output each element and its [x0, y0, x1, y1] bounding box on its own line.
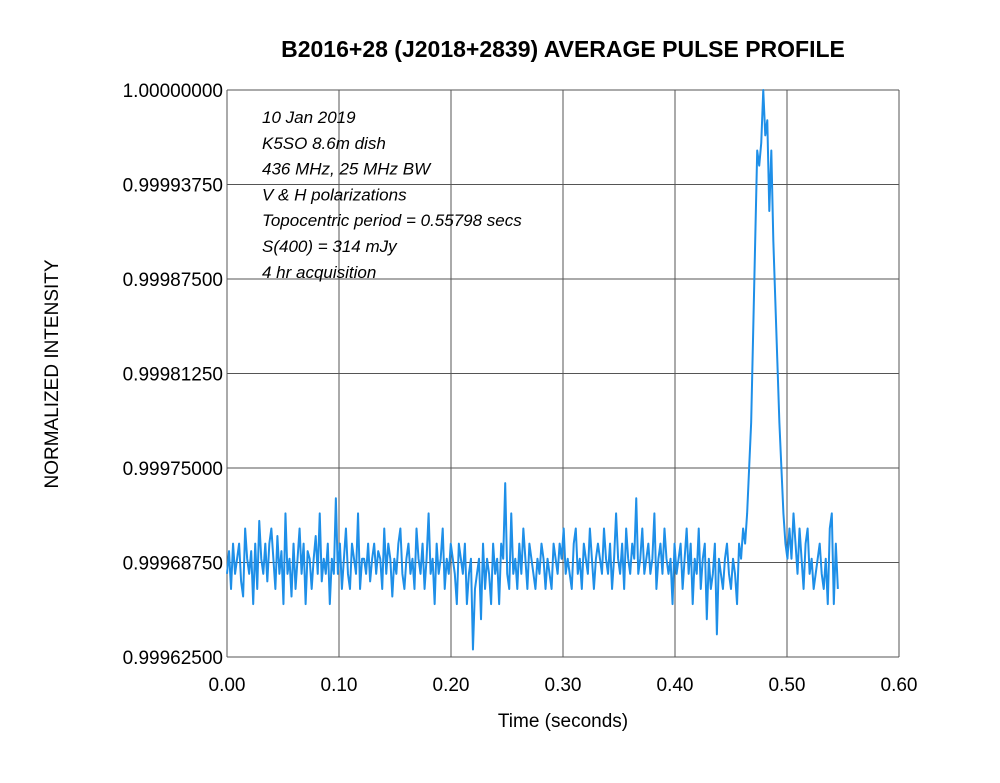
x-tick-label: 0.10 — [321, 675, 358, 696]
x-tick-label: 0.30 — [545, 675, 582, 696]
annotation-layer: 10 Jan 2019 K5SO 8.6m dish 436 MHz, 25 MHz… — [262, 108, 522, 282]
annotation-line: Topocentric period = 0.55798 secs — [262, 211, 522, 230]
annotation-line: K5SO 8.6m dish — [262, 134, 386, 153]
x-tick-label: 0.00 — [209, 675, 246, 696]
tick-layer: 0.00 0.10 0.20 0.30 0.40 0.50 0.60 0.99962500 0.… — [123, 81, 918, 696]
x-tick-label: 0.50 — [769, 675, 806, 696]
annotation-line: 4 hr acquisition — [262, 263, 376, 282]
y-tick-label: 0.99968750 — [123, 554, 223, 575]
annotation-line: V & H polarizations — [262, 185, 407, 204]
series-line — [226, 89, 839, 651]
x-tick-label: 0.40 — [657, 675, 694, 696]
y-tick-label: 0.99962500 — [123, 648, 223, 669]
y-tick-label: 0.99993750 — [123, 176, 223, 197]
line-layer — [226, 89, 839, 651]
grid-layer — [226, 89, 900, 658]
chart-title: B2016+28 (J2018+2839) AVERAGE PULSE PROF… — [281, 36, 845, 62]
annotation-line: 10 Jan 2019 — [262, 108, 356, 127]
x-tick-label: 0.60 — [881, 675, 918, 696]
annotation-line: 436 MHz, 25 MHz BW — [262, 160, 432, 179]
annotation-line: S(400) = 314 mJy — [262, 237, 398, 256]
y-tick-label: 0.99981250 — [123, 365, 223, 386]
y-tick-label: 1.00000000 — [123, 81, 223, 102]
x-tick-label: 0.20 — [433, 675, 470, 696]
y-tick-label: 0.99975000 — [123, 459, 223, 480]
y-tick-label: 0.99987500 — [123, 270, 223, 291]
y-axis-label: NORMALIZED INTENSITY — [42, 259, 63, 488]
x-axis-label: Time (seconds) — [498, 711, 628, 732]
